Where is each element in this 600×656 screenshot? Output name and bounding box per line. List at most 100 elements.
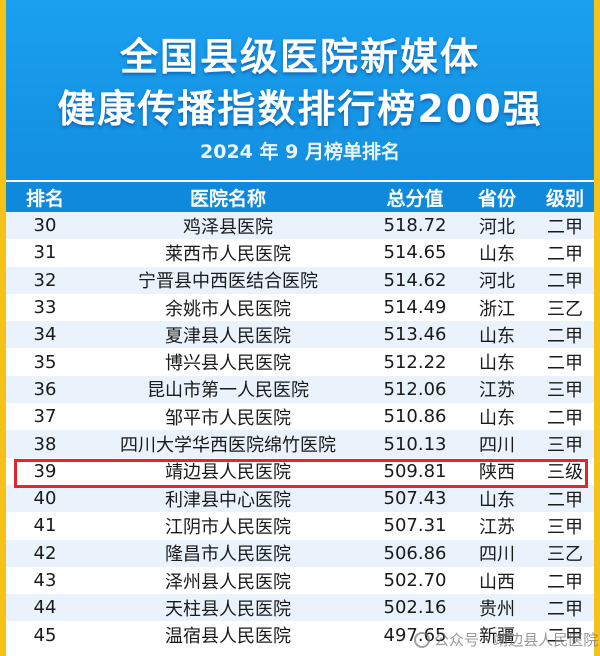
table-row: 32 宁晋县中西医结合医院 514.62 河北 二甲: [6, 266, 594, 294]
column-header-province: 省份: [477, 187, 516, 210]
hospital-name-cell: 泽州县人民医院: [165, 571, 291, 593]
province-cell: 江苏: [479, 516, 515, 538]
level-cell: 二甲: [547, 626, 583, 648]
column-header-score: 总分值: [386, 187, 444, 210]
level-cell: 三甲: [547, 380, 583, 402]
level-cell: 三甲: [547, 435, 583, 457]
level-cell: 三级: [547, 462, 583, 484]
hospital-name-cell: 莱西市人民医院: [165, 243, 291, 265]
hospital-name-cell: 鸡泽县医院: [183, 216, 273, 238]
rank-cell: 31: [33, 242, 57, 264]
level-cell: 二甲: [547, 353, 583, 375]
wechat-icon: [414, 631, 430, 648]
province-cell: 山东: [479, 243, 515, 265]
score-cell: 514.65: [383, 242, 447, 264]
table-row: 37 邹平市人民医院 510.86 山东 二甲: [6, 403, 594, 431]
score-cell: 512.06: [383, 378, 447, 400]
table-row: 45 温宿县人民医院 497.65 新疆 二甲: [6, 621, 594, 649]
score-cell: 513.46: [383, 324, 447, 346]
level-cell: 二甲: [547, 407, 583, 429]
rank-cell: 39: [33, 460, 57, 482]
rank-cell: 32: [33, 269, 57, 291]
table-row: 41 江阴市人民医院 507.31 江苏 三甲: [6, 512, 594, 540]
score-cell: 507.31: [383, 515, 447, 537]
rank-cell: 44: [33, 597, 57, 619]
table-row: 31 莱西市人民医院 514.65 山东 二甲: [6, 239, 594, 267]
level-cell: 二甲: [547, 571, 583, 593]
hospital-name-cell: 利津县中心医院: [165, 489, 291, 511]
table-row: 34 夏津县人民医院 513.46 山东 二甲: [6, 321, 594, 349]
ranking-period: 2024 年 9 月榜单排名: [200, 141, 400, 163]
province-cell: 河北: [479, 271, 515, 293]
level-cell: 三乙: [547, 544, 583, 566]
level-cell: 三甲: [547, 516, 583, 538]
rank-cell: 33: [33, 297, 57, 319]
hospital-name-cell: 昆山市第一人民医院: [147, 380, 309, 402]
province-cell: 四川: [479, 435, 515, 457]
hospital-name-cell: 靖边县人民医院: [165, 462, 291, 484]
province-cell: 新疆: [479, 626, 515, 648]
province-cell: 江苏: [479, 380, 515, 402]
hospital-name-cell: 天柱县人民医院: [165, 598, 291, 620]
table-row: 40 利津县中心医院 507.43 山东 二甲: [6, 484, 594, 513]
score-cell: 512.22: [383, 351, 447, 373]
hospital-name-cell: 夏津县人民医院: [165, 325, 291, 347]
rank-cell: 30: [33, 215, 57, 237]
score-cell: 502.70: [383, 570, 447, 591]
rank-cell: 41: [33, 515, 57, 537]
province-cell: 山西: [479, 571, 515, 593]
score-cell: 518.72: [383, 215, 447, 237]
score-cell: 510.86: [383, 406, 447, 428]
watermark-text: 公众号 · 靖边县人民医院: [434, 631, 599, 649]
level-cell: 二甲: [547, 271, 583, 293]
table-row: 38 四川大学华西医院绵竹医院 510.13 四川 三甲: [6, 430, 594, 458]
hospital-name-cell: 博兴县人民医院: [165, 353, 291, 375]
score-cell: 502.16: [383, 597, 447, 619]
province-cell: 四川: [479, 544, 515, 566]
rank-cell: 42: [33, 542, 57, 564]
hospital-name-cell: 隆昌市人民医院: [165, 544, 291, 566]
province-cell: 山东: [479, 325, 515, 347]
watermark: 公众号 · 靖边县人民医院: [414, 629, 598, 650]
column-header-rank: 排名: [25, 187, 64, 210]
rank-cell: 38: [33, 433, 57, 455]
table-row: 44 天柱县人民医院 502.16 贵州 二甲: [6, 594, 594, 622]
rank-cell: 40: [33, 488, 57, 510]
level-cell: 三乙: [547, 298, 583, 320]
level-cell: 二甲: [547, 216, 583, 238]
score-cell: 509.81: [383, 460, 447, 482]
table-row: 30 鸡泽县医院 518.72 河北 二甲: [6, 212, 594, 240]
rank-cell: 43: [33, 570, 57, 591]
level-cell: 二甲: [547, 325, 583, 347]
province-cell: 贵州: [479, 598, 515, 620]
table-row: 43 泽州县人民医院 502.70 山西 二甲: [6, 566, 594, 595]
province-cell: 浙江: [479, 298, 515, 320]
hospital-name-cell: 四川大学华西医院绵竹医院: [120, 435, 336, 457]
level-cell: 二甲: [547, 598, 583, 620]
hospital-name-cell: 江阴市人民医院: [165, 516, 291, 538]
province-cell: 山东: [479, 489, 515, 511]
province-cell: 河北: [479, 216, 515, 238]
column-header-hospital: 医院名称: [189, 187, 266, 210]
table-row: 36 昆山市第一人民医院 512.06 江苏 三甲: [6, 375, 594, 404]
hospital-name-cell: 余姚市人民医院: [165, 298, 291, 320]
level-cell: 二甲: [547, 489, 583, 511]
ranking-header: 全国县级医院新媒体 健康传播指数排行榜200强 2024 年 9 月榜单排名: [6, 0, 594, 180]
column-header-level: 级别: [545, 187, 584, 210]
rank-cell: 45: [33, 624, 57, 646]
title-line-1: 全国县级医院新媒体: [119, 35, 480, 79]
ranking-table-body: 30 鸡泽县医院 518.72 河北 二甲 31 莱西市人民医院 514.65 山东 二甲 32 宁晋…: [6, 212, 594, 649]
hospital-name-cell: 温宿县人民医院: [165, 626, 291, 648]
score-cell: 507.43: [383, 488, 447, 510]
rank-cell: 35: [33, 351, 57, 373]
hospital-name-cell: 邹平市人民医院: [165, 407, 291, 429]
table-row: 42 隆昌市人民医院 506.86 四川 三乙: [6, 539, 594, 567]
table-header: 排名 医院名称 总分值 省份 级别: [6, 182, 594, 212]
score-cell: 510.13: [383, 433, 447, 455]
score-cell: 506.86: [383, 542, 447, 564]
level-cell: 二甲: [547, 243, 583, 265]
rank-cell: 36: [33, 378, 57, 400]
rank-cell: 37: [33, 406, 57, 428]
score-cell: 514.49: [383, 297, 447, 319]
province-cell: 山东: [479, 353, 515, 375]
